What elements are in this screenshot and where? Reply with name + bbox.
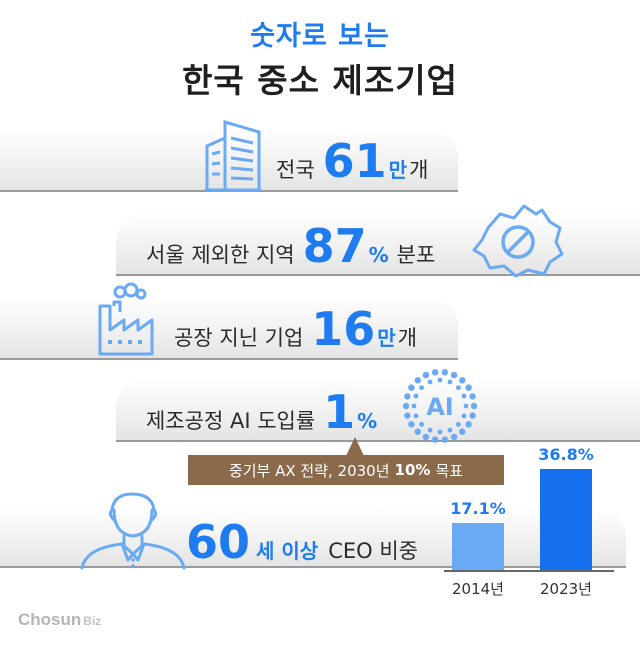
stat-outside-seoul: 서울 제외한 지역 87 % 분포	[146, 223, 435, 269]
ai-note-pre: 중기부 AX 전략, 2030년	[228, 461, 390, 480]
ai-note-highlight: 10%	[394, 461, 431, 479]
stat-ceo-number: 60	[186, 515, 251, 569]
factory-icon	[98, 282, 154, 356]
stat-ai-prefix: 제조공정 AI 도입률	[146, 409, 316, 433]
stat-factories-suffix: 개	[397, 326, 418, 350]
stat-companies: 전국 61 만 개	[276, 138, 428, 184]
bar-value-label-2014: 17.1%	[450, 498, 506, 518]
note-pointer	[346, 437, 364, 456]
ai-note-post: 목표	[435, 461, 464, 480]
ai-dots-icon: AI	[402, 369, 478, 443]
stat-companies-number: 61	[322, 134, 387, 188]
bar-2014	[452, 522, 504, 570]
title-line1: 숫자로 보는	[250, 21, 390, 52]
stat-factories: 공장 지닌 기업 16 만 개	[174, 306, 417, 352]
stat-ceo-unit: 세 이상	[256, 539, 319, 563]
stat-companies-unit: 만	[388, 158, 408, 182]
stat-outside-seoul-number: 87	[302, 219, 367, 273]
band-ceo	[0, 508, 626, 568]
stat-ai-unit: %	[357, 409, 378, 433]
stat-companies-prefix: 전국	[276, 158, 315, 182]
stat-companies-suffix: 개	[409, 158, 429, 182]
stat-ceo-age: 60 세 이상 CEO 비중	[186, 519, 418, 565]
bar-category-label-2014: 2014년	[452, 580, 504, 598]
ai-target-note: 중기부 AX 전략, 2030년 10% 목표	[188, 455, 504, 485]
stat-ai-adoption: 제조공정 AI 도입률 1 %	[146, 389, 377, 435]
band-factories	[0, 296, 458, 360]
band-companies	[0, 128, 458, 192]
chosunbiz-logo: Chosun Biz	[18, 610, 101, 630]
bar-value-label-2023: 36.8%	[538, 444, 594, 464]
building-icon	[205, 119, 261, 192]
bar-2023	[540, 468, 592, 570]
bar-category-label-2023: 2023년	[540, 580, 592, 598]
stat-factories-unit: 만	[377, 326, 396, 350]
title-line2: 한국 중소 제조기업	[182, 61, 458, 100]
stat-ai-number: 1	[323, 385, 356, 439]
stat-ceo-suffix: CEO 비중	[328, 539, 418, 563]
stat-outside-seoul-prefix: 서울 제외한 지역	[146, 243, 295, 267]
chart-baseline	[444, 570, 614, 572]
stat-factories-number: 16	[311, 302, 376, 356]
logo-brand: Chosun	[18, 610, 82, 629]
stat-outside-seoul-unit: %	[368, 243, 389, 267]
person-icon	[80, 492, 186, 570]
logo-sub: Biz	[83, 614, 102, 628]
stat-outside-seoul-suffix: 분포	[396, 243, 436, 267]
band-ai-adoption	[116, 378, 640, 442]
band-outside-seoul	[116, 212, 640, 276]
stat-factories-prefix: 공장 지닌 기업	[174, 326, 304, 350]
no-sign-map-icon	[472, 204, 564, 278]
ai-icon-text: AI	[426, 393, 454, 421]
